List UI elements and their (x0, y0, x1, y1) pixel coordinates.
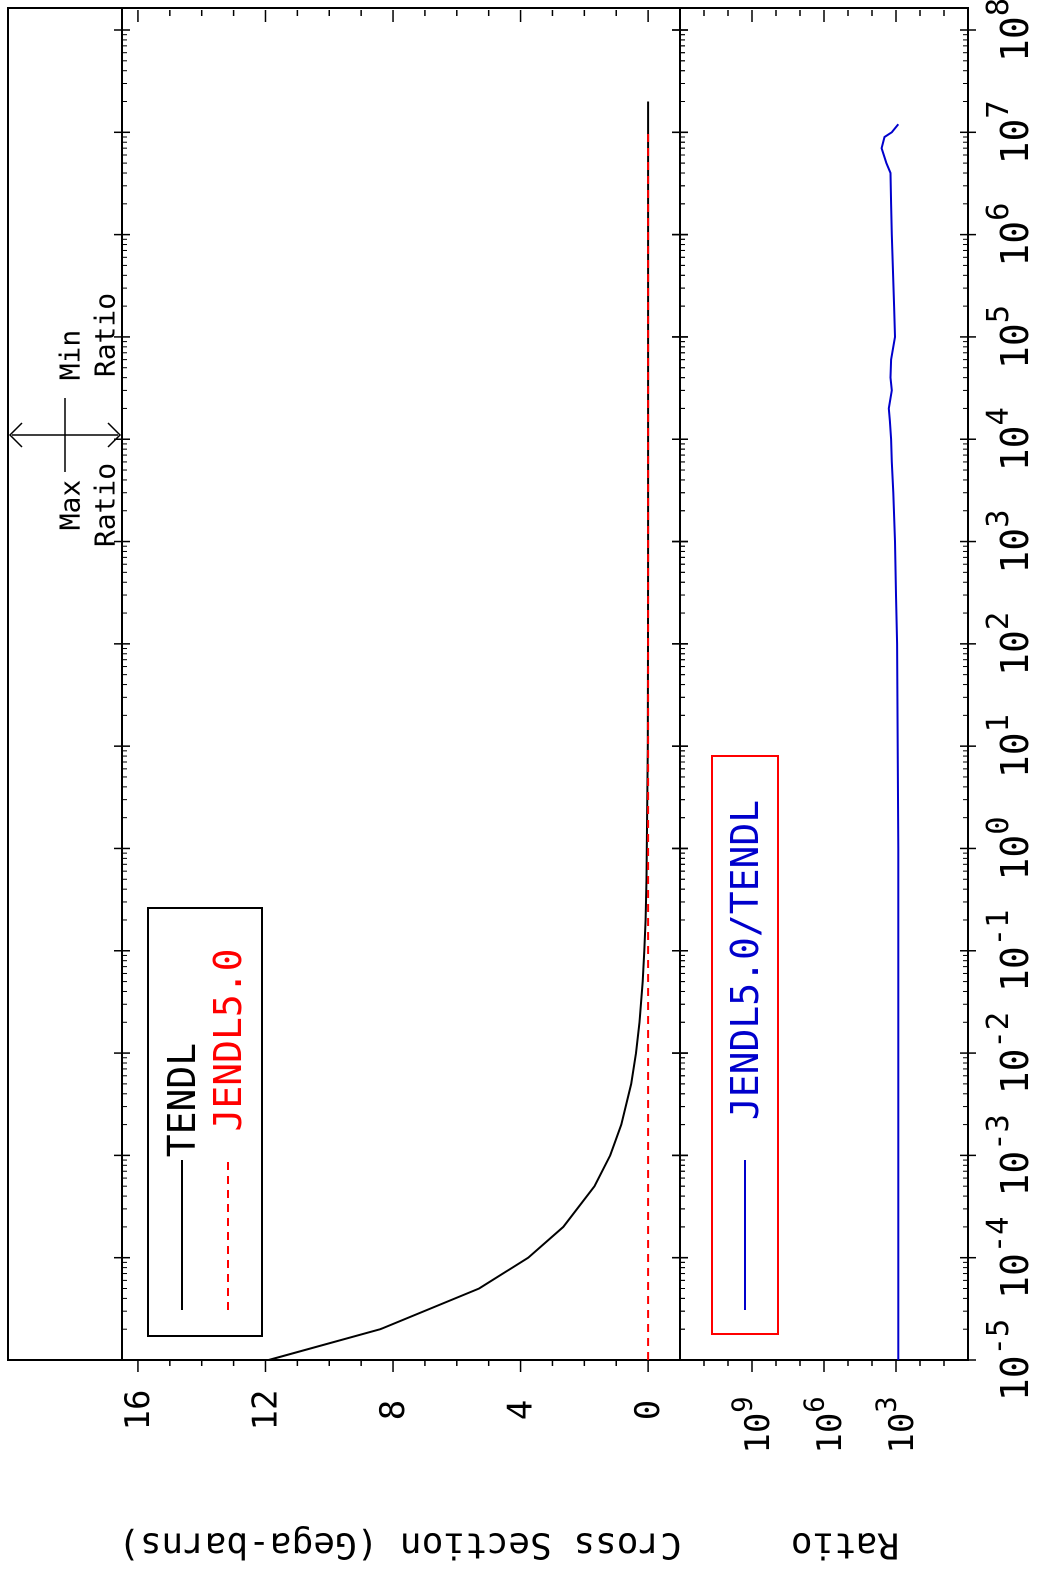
legends: TENDL JENDL5.0 JENDL5.0/TENDL (147, 755, 779, 1337)
x-tick-label: 106 (980, 203, 1037, 267)
x-tick-label-exp: 1 (980, 714, 1015, 732)
cross-section-axis-title: Cross Section (Gega-barns) (118, 1525, 682, 1566)
x-tick-label-base: 10 (993, 630, 1037, 676)
series-ratio (880, 123, 900, 1360)
x-tick-label-base: 10 (993, 323, 1037, 369)
x-tick-label-exp: 7 (980, 100, 1015, 118)
x-tick-label-base: 10 (993, 1253, 1037, 1299)
ratio-tick-label: 103 (871, 1396, 922, 1453)
x-tick-label-exp: 2 (980, 612, 1015, 630)
annotation-min-word2: Ratio (89, 293, 122, 377)
ratio-tick-label-text: 106 (799, 1396, 850, 1453)
x-tick-label-exp: -4 (980, 1217, 1015, 1254)
annotation-max-word2: Ratio (89, 463, 122, 547)
x-tick-label-text: 107 (980, 100, 1037, 164)
x-tick-label: 10-2 (980, 1012, 1037, 1094)
legend-label-jendl: JENDL5.0 (206, 948, 250, 1131)
ratio-tick-label: 106 (799, 1396, 850, 1453)
x-tick-label: 10-5 (980, 1319, 1037, 1401)
x-tick-label-text: 10-2 (980, 1012, 1037, 1094)
annotation-min-word1: Min (54, 330, 87, 381)
x-tick-label-text: 108 (980, 0, 1037, 62)
x-tick-label-exp: 6 (980, 203, 1015, 221)
y-tick-label: 16 (118, 1390, 158, 1431)
axis-ticks (114, 10, 976, 1372)
x-tick-label-base: 10 (993, 221, 1037, 267)
x-tick-label: 107 (980, 100, 1037, 164)
y-tick-label: 8 (373, 1400, 413, 1420)
ratio-tick-label-exp: 3 (871, 1396, 902, 1412)
y-tick-label: 4 (501, 1400, 541, 1420)
ratio-tick-label: 109 (727, 1396, 778, 1453)
ratio-axis-title: Ratio (791, 1525, 899, 1566)
x-tick-label-exp: -3 (980, 1114, 1015, 1151)
ratio-tick-label-base: 10 (738, 1413, 778, 1454)
x-tick-label-text: 10-1 (980, 910, 1037, 992)
x-tick-label-text: 10-3 (980, 1114, 1037, 1196)
arrowhead-left (8, 422, 23, 448)
x-tick-label-base: 10 (993, 835, 1037, 881)
x-tick-label-base: 10 (993, 528, 1037, 574)
x-tick-label-exp: 3 (980, 510, 1015, 528)
ratio-tick-label-exp: 6 (799, 1396, 830, 1412)
x-tick-label-base: 10 (993, 1048, 1037, 1094)
x-tick-label: 105 (980, 305, 1037, 369)
x-tick-label-base: 10 (993, 946, 1037, 992)
x-tick-label-base: 10 (993, 119, 1037, 165)
x-tick-label-base: 10 (993, 425, 1037, 471)
x-tick-label-text: 101 (980, 714, 1037, 778)
ratio-tick-label-base: 10 (810, 1413, 850, 1454)
x-tick-label-base: 10 (993, 1151, 1037, 1197)
x-tick-label-base: 10 (993, 732, 1037, 778)
x-tick-label: 104 (980, 407, 1037, 471)
x-tick-label-base: 10 (993, 16, 1037, 62)
x-tick-label: 10-4 (980, 1217, 1037, 1299)
ratio-tick-label-text: 109 (727, 1396, 778, 1453)
x-tick-label: 100 (980, 816, 1037, 880)
annotation-max-word1: Max (54, 480, 87, 531)
x-tick-label: 101 (980, 714, 1037, 778)
x-tick-label-text: 104 (980, 407, 1037, 471)
x-tick-label: 102 (980, 612, 1037, 676)
y-tick-label: 12 (245, 1390, 285, 1431)
x-tick-label: 10-1 (980, 910, 1037, 992)
arrowhead-right (107, 422, 122, 448)
cross-section-legend-box (147, 907, 263, 1337)
x-tick-label-exp: -5 (980, 1319, 1015, 1356)
y-tick-label: 0 (628, 1400, 668, 1420)
x-tick-label: 10-3 (980, 1114, 1037, 1196)
x-tick-label-exp: 8 (980, 0, 1015, 16)
x-tick-label-text: 105 (980, 305, 1037, 369)
x-tick-label-exp: -2 (980, 1012, 1015, 1049)
ratio-tick-label-exp: 9 (727, 1396, 758, 1412)
x-tick-label-exp: 4 (980, 407, 1015, 425)
ratio-tick-label-text: 103 (871, 1396, 922, 1453)
series-tendl (268, 101, 650, 1361)
x-tick-label-exp: 5 (980, 305, 1015, 323)
series-lines (268, 101, 900, 1361)
legend-label-ratio: JENDL5.0/TENDL (723, 800, 767, 1120)
x-tick-label-text: 102 (980, 612, 1037, 676)
x-tick-label-text: 103 (980, 510, 1037, 574)
ratio-tick-label-base: 10 (882, 1413, 922, 1454)
x-tick-label: 103 (980, 510, 1037, 574)
annotation-strip (7, 7, 123, 1361)
x-tick-label-text: 10-4 (980, 1217, 1037, 1299)
x-tick-label-exp: 0 (980, 816, 1015, 834)
x-tick-label: 108 (980, 0, 1037, 62)
x-tick-label-text: 100 (980, 816, 1037, 880)
x-tick-label-text: 10-5 (980, 1319, 1037, 1401)
axis-labels: 10-510-410-310-210-110010110210310410510… (118, 0, 1037, 1566)
x-tick-label-text: 106 (980, 203, 1037, 267)
x-tick-label-base: 10 (993, 1355, 1037, 1401)
legend-label-tendl: TENDL (160, 1043, 204, 1157)
x-tick-label-exp: -1 (980, 910, 1015, 947)
